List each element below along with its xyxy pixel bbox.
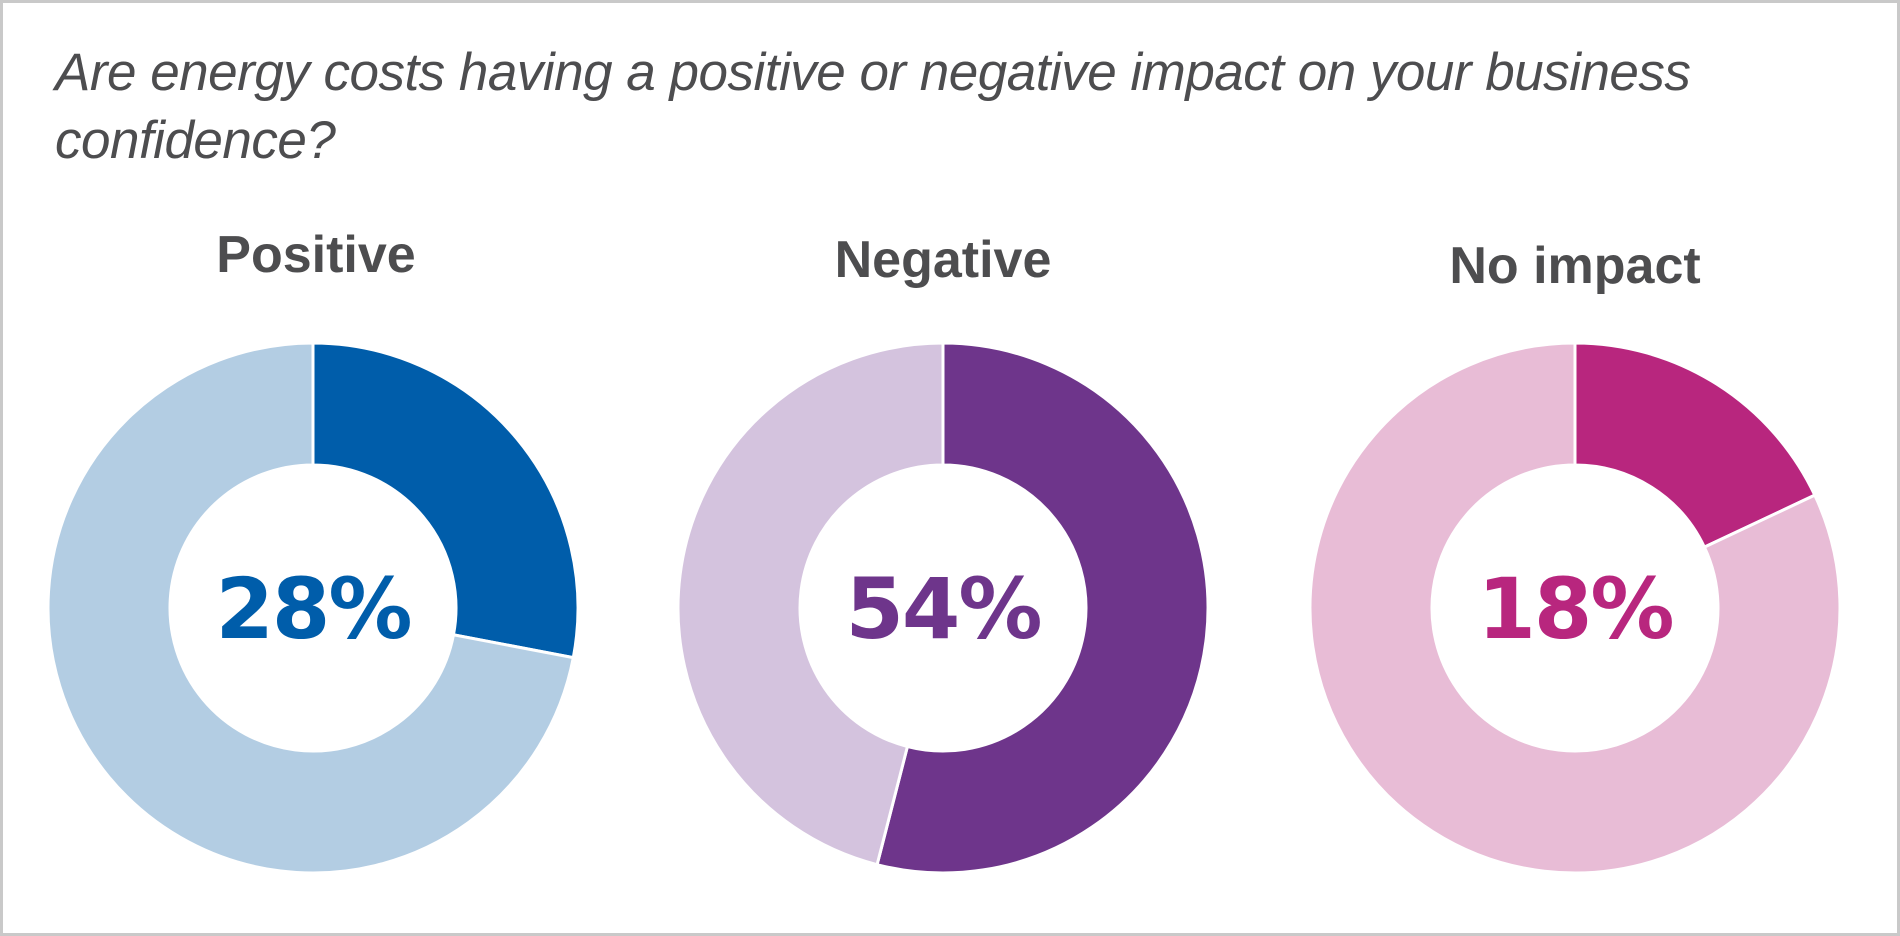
donut-label-negative: 54% [845,560,1040,658]
donut-heading-positive: Positive [216,226,416,284]
donut-positive: 28% [46,341,580,875]
donut-segment-no-impact-value [1573,341,1817,550]
donut-segment-no-impact-remainder [1308,341,1842,875]
donut-negative: 54% [676,341,1210,875]
donut-label-no-impact: 18% [1477,560,1672,658]
donut-segment-negative-remainder [676,341,945,867]
donut-segment-negative-value [875,341,1210,875]
donut-segment-positive-remainder [46,341,576,875]
donut-heading-negative: Negative [834,231,1052,289]
donut-segment-positive-value [311,341,580,660]
donut-heading-no-impact: No impact [1449,237,1701,295]
chart-title: Are energy costs having a positive or ne… [55,43,1691,170]
donut-no-impact: 18% [1308,341,1842,875]
donut-label-positive: 28% [215,560,410,658]
